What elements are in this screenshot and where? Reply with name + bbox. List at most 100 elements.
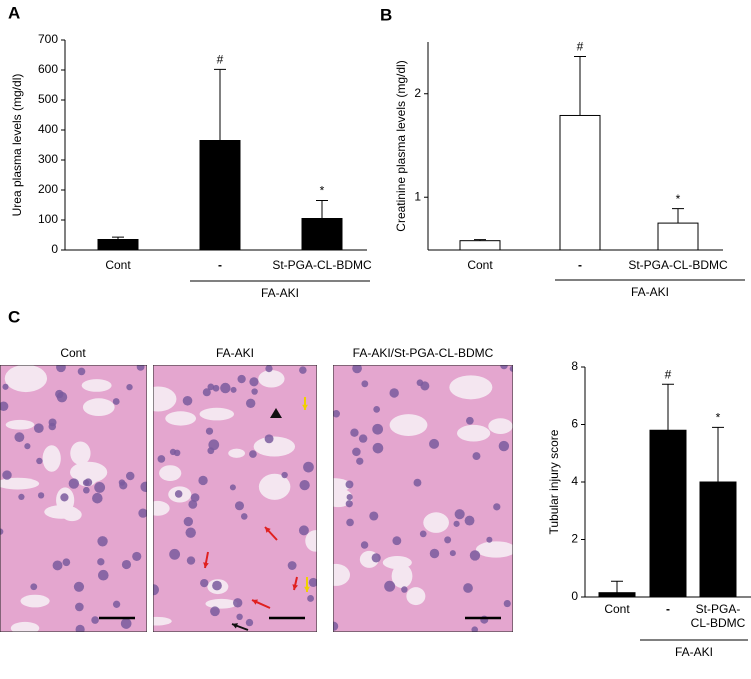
- y-tick-label: 8: [571, 359, 578, 373]
- tubule-lumen: [10, 621, 40, 632]
- nucleus: [125, 471, 135, 481]
- nucleus: [112, 398, 120, 405]
- nucleus: [91, 616, 99, 624]
- nucleus: [303, 461, 314, 473]
- image-caption: Cont: [60, 346, 86, 360]
- y-tick-label: 2: [571, 532, 578, 546]
- nucleus: [245, 618, 254, 627]
- arrowhead-marker: [270, 408, 282, 418]
- nucleus: [346, 494, 353, 501]
- nucleus: [352, 447, 361, 457]
- y-tick-label: 6: [571, 417, 578, 431]
- y-tick-label: 200: [38, 182, 58, 196]
- arrow-head: [203, 562, 209, 568]
- y-tick-label: 1: [414, 189, 421, 203]
- nucleus: [236, 613, 243, 621]
- nucleus: [345, 500, 353, 508]
- tubule-lumen: [153, 500, 170, 516]
- y-tick-label: 2: [414, 86, 421, 100]
- nucleus: [169, 548, 181, 560]
- panel-label: B: [380, 5, 392, 24]
- x-tick-label: -: [666, 602, 670, 616]
- nucleus: [346, 518, 354, 527]
- y-tick-label: 600: [38, 62, 58, 76]
- x-tick-label: St-PGA-: [696, 602, 741, 616]
- nucleus: [251, 388, 258, 395]
- tubule-lumen: [389, 414, 428, 436]
- nucleus: [212, 384, 220, 392]
- nucleus: [140, 481, 147, 493]
- tubule-lumen: [159, 465, 182, 482]
- nucleus: [230, 386, 237, 393]
- x-tick-label: -: [218, 258, 222, 272]
- error-bar: [574, 55, 586, 116]
- nucleus: [369, 511, 379, 521]
- nucleus: [429, 438, 440, 449]
- nucleus: [56, 365, 66, 373]
- nucleus: [2, 383, 9, 390]
- tubule-lumen: [205, 598, 238, 609]
- tubule-lumen: [165, 411, 197, 426]
- nucleus: [153, 584, 159, 596]
- nucleus: [333, 621, 339, 631]
- tubule-lumen: [199, 407, 234, 421]
- nucleus: [350, 428, 359, 437]
- y-tick-label: 500: [38, 92, 58, 106]
- nucleus: [264, 434, 274, 444]
- nucleus: [188, 499, 198, 509]
- nucleus: [371, 553, 381, 563]
- significance-mark: *: [716, 411, 721, 425]
- nucleus: [98, 569, 109, 581]
- nucleus: [138, 508, 147, 518]
- y-axis-label: Urea plasma levels (mg/dl): [10, 74, 24, 217]
- bar: [559, 114, 601, 251]
- nucleus: [454, 509, 465, 520]
- nucleus: [333, 410, 341, 418]
- tubule-lumen: [488, 418, 513, 434]
- micrograph: [0, 365, 147, 632]
- nucleus: [472, 452, 481, 461]
- nucleus: [245, 398, 256, 408]
- nucleus: [352, 365, 362, 374]
- error-bar: [662, 383, 674, 431]
- nucleus: [465, 416, 474, 425]
- y-tick-label: 4: [571, 474, 578, 488]
- tubule-lumen: [81, 379, 112, 392]
- tubule-lumen: [258, 473, 291, 500]
- nucleus: [14, 432, 25, 443]
- arrow-head: [302, 404, 308, 410]
- panel-label: A: [8, 3, 20, 22]
- nucleus: [308, 577, 317, 587]
- nucleus: [198, 475, 208, 486]
- bar: [657, 222, 699, 251]
- nucleus: [361, 380, 369, 388]
- nucleus: [265, 365, 273, 373]
- significance-mark: #: [665, 367, 672, 381]
- nucleus: [52, 560, 63, 571]
- nucleus: [281, 471, 288, 479]
- error-bar: [474, 239, 486, 241]
- tubule-lumen: [70, 461, 108, 483]
- tubule-lumen: [305, 530, 317, 552]
- tubule-lumen: [20, 594, 50, 608]
- nucleus: [33, 423, 44, 434]
- group-label: FA-AKI: [675, 645, 713, 659]
- nucleus: [287, 561, 297, 570]
- nucleus: [453, 520, 460, 527]
- tubule-lumen: [457, 424, 491, 442]
- tubule-lumen: [406, 587, 426, 606]
- x-tick-label: Cont: [604, 602, 630, 616]
- arrow-head: [304, 586, 310, 592]
- nucleus: [419, 530, 427, 538]
- bar: [301, 218, 343, 251]
- error-bar: [611, 580, 623, 593]
- nucleus: [207, 383, 215, 391]
- error-bar: [712, 426, 724, 482]
- nucleus: [92, 492, 103, 504]
- nucleus: [463, 583, 473, 593]
- x-tick-label: -: [578, 258, 582, 272]
- nucleus: [97, 558, 105, 566]
- nucleus: [240, 513, 248, 520]
- nucleus: [392, 536, 402, 546]
- tubule-lumen: [333, 563, 351, 586]
